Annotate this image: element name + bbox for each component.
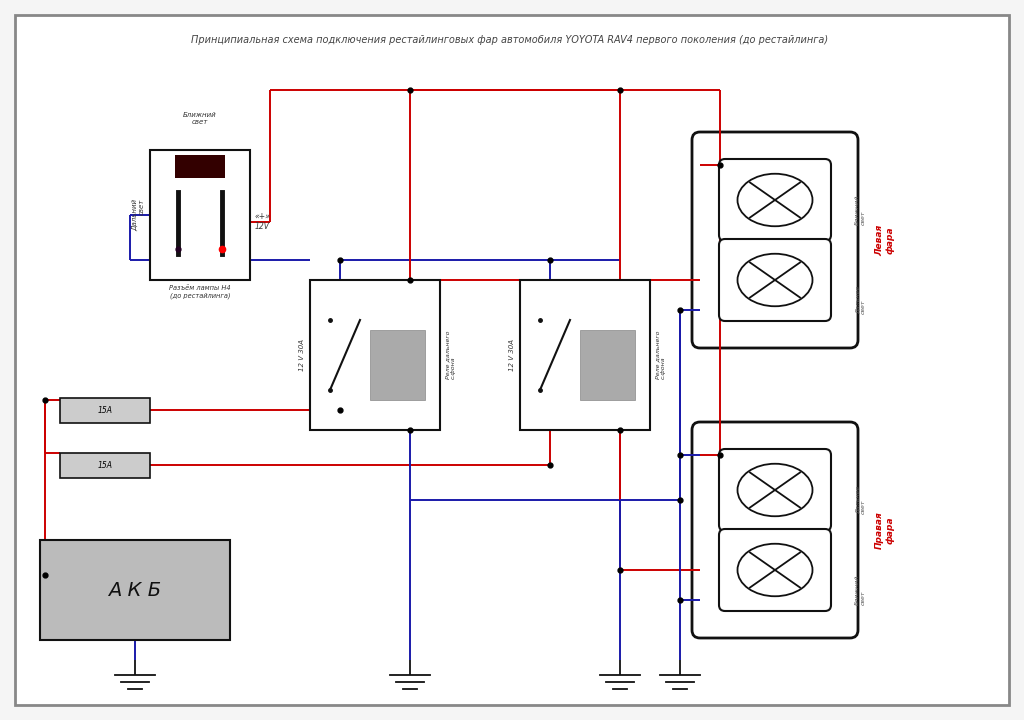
Text: Ближний
свет: Ближний свет bbox=[855, 195, 866, 225]
Bar bbox=[310, 280, 440, 430]
Text: 15A: 15A bbox=[97, 405, 113, 415]
Text: Дальнее
свет: Дальнее свет bbox=[855, 486, 866, 514]
Text: 15A: 15A bbox=[97, 461, 113, 469]
Ellipse shape bbox=[737, 253, 812, 306]
Ellipse shape bbox=[737, 174, 812, 226]
Text: Дальнее
свет: Дальнее свет bbox=[855, 286, 866, 314]
Text: Дальний
свет: Дальний свет bbox=[132, 199, 145, 231]
Bar bbox=[370, 330, 425, 400]
Text: Правая
фара: Правая фара bbox=[876, 511, 895, 549]
FancyBboxPatch shape bbox=[719, 529, 831, 611]
Bar bbox=[580, 330, 635, 400]
Text: Реле дальнего
с.фона: Реле дальнего с.фона bbox=[655, 330, 666, 379]
Text: Принципиальная схема подключения рестайлинговых фар автомобиля YOYOTA RAV4 перво: Принципиальная схема подключения рестайл… bbox=[191, 35, 828, 45]
Text: Левая
фара: Левая фара bbox=[876, 225, 895, 256]
Text: Ближний
свет: Ближний свет bbox=[855, 575, 866, 606]
FancyBboxPatch shape bbox=[719, 239, 831, 321]
Bar bbox=[150, 150, 250, 280]
Bar bbox=[40, 540, 230, 640]
Ellipse shape bbox=[737, 464, 812, 516]
FancyBboxPatch shape bbox=[719, 449, 831, 531]
Text: 12 V 30A: 12 V 30A bbox=[509, 339, 515, 371]
Text: 12 V 30A: 12 V 30A bbox=[299, 339, 305, 371]
Text: Разъём лампы H4
(до рестайлинга): Разъём лампы H4 (до рестайлинга) bbox=[169, 285, 230, 299]
Text: Ближний
свет: Ближний свет bbox=[183, 112, 217, 125]
FancyBboxPatch shape bbox=[719, 159, 831, 241]
Text: А К Б: А К Б bbox=[109, 580, 162, 600]
Text: Реле дальнего
с.фона: Реле дальнего с.фона bbox=[445, 330, 456, 379]
Bar bbox=[520, 280, 650, 430]
Bar bbox=[175, 155, 225, 178]
Ellipse shape bbox=[737, 544, 812, 596]
Text: «+»
12V: «+» 12V bbox=[255, 212, 271, 231]
Bar bbox=[60, 397, 150, 423]
Bar bbox=[60, 452, 150, 477]
